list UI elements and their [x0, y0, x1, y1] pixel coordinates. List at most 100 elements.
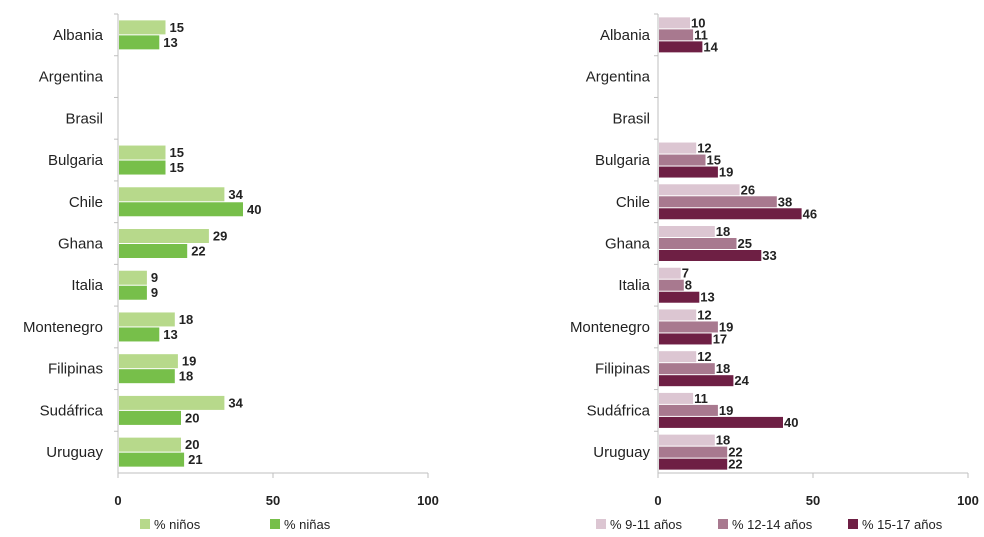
data-label: 12 [697, 307, 711, 322]
bar [659, 375, 734, 387]
bar [659, 238, 737, 249]
legend-label: % 9-11 años [610, 517, 683, 532]
category-label: Ghana [58, 236, 104, 253]
bar [659, 250, 762, 261]
bar [119, 35, 160, 50]
data-label: 19 [719, 319, 733, 334]
data-label: 11 [694, 391, 708, 406]
bar [119, 410, 181, 425]
category-label: Sudáfrica [40, 402, 104, 419]
bar [119, 369, 175, 384]
data-label: 34 [228, 395, 243, 410]
bar [659, 333, 712, 345]
data-label: 18 [716, 433, 730, 448]
bar [119, 270, 147, 285]
bar [659, 41, 703, 53]
legend-swatch [596, 519, 606, 529]
data-label: 19 [182, 354, 196, 369]
data-label: 18 [179, 312, 193, 327]
legend-swatch [848, 519, 858, 529]
data-label: 22 [191, 244, 205, 259]
category-label: Bulgaria [48, 152, 104, 169]
category-label: Filipinas [48, 361, 103, 378]
legend-label: % niños [154, 517, 201, 532]
data-label: 8 [685, 278, 692, 293]
bar [659, 291, 700, 303]
data-label: 18 [179, 369, 193, 384]
bar [659, 434, 715, 446]
data-label: 40 [247, 202, 261, 217]
data-label: 22 [728, 445, 742, 460]
category-label: Albania [600, 27, 651, 44]
data-label: 38 [778, 194, 792, 209]
bar [659, 416, 783, 428]
bar [659, 446, 728, 458]
chart-1: 0 50 100 Albania 15 13 Argentina Brasil Bulgaria… [23, 13, 439, 532]
bar [119, 354, 178, 369]
data-label: 18 [716, 361, 730, 376]
data-label: 25 [738, 236, 752, 251]
bar [659, 184, 740, 196]
bar [119, 244, 188, 258]
data-label: 29 [213, 229, 227, 244]
data-label: 21 [188, 452, 202, 467]
data-label: 24 [734, 373, 749, 388]
legend-swatch [140, 519, 150, 529]
bar [119, 452, 185, 467]
category-label: Uruguay [46, 444, 103, 461]
x-tick-label: 100 [957, 493, 979, 508]
category-label: Ghana [605, 236, 651, 253]
category-label: Argentina [586, 69, 651, 86]
bar [659, 321, 718, 333]
data-label: 33 [762, 248, 776, 263]
x-tick-label: 50 [266, 493, 280, 508]
data-label: 10 [691, 15, 705, 30]
bar [659, 363, 715, 375]
legend-swatch [270, 519, 280, 529]
category-label: Bulgaria [595, 152, 651, 169]
bar [119, 202, 243, 217]
bar [119, 20, 166, 35]
data-label: 22 [728, 457, 742, 472]
bar [659, 392, 694, 404]
bar [119, 229, 209, 243]
data-label: 18 [716, 224, 730, 239]
category-label: Montenegro [570, 319, 650, 336]
category-label: Albania [53, 27, 104, 44]
category-label: Filipinas [595, 361, 650, 378]
legend-label: % niñas [284, 517, 331, 532]
data-label: 9 [151, 285, 158, 300]
data-label: 13 [163, 35, 177, 50]
category-label: Chile [69, 194, 103, 211]
bar [659, 208, 802, 220]
data-label: 46 [803, 206, 817, 221]
bar [659, 226, 715, 237]
data-label: 15 [170, 160, 184, 175]
bar [119, 395, 225, 410]
category-label: Brasil [65, 110, 103, 127]
legend-label: % 12-14 años [732, 517, 813, 532]
data-label: 15 [707, 153, 721, 168]
data-label: 12 [697, 141, 711, 156]
bar [659, 404, 718, 416]
x-tick-label: 100 [417, 493, 439, 508]
bar [119, 187, 225, 202]
data-label: 9 [151, 270, 158, 285]
bar [659, 142, 697, 154]
bar [119, 437, 181, 452]
category-label: Uruguay [593, 444, 650, 461]
chart-2: 0 50 100Albania101114ArgentinaBrasilBulgar… [570, 13, 979, 532]
data-label: 26 [741, 182, 755, 197]
bar [119, 160, 166, 175]
data-label: 11 [694, 27, 708, 42]
x-tick-label: 0 [654, 493, 661, 508]
category-label: Argentina [39, 69, 104, 86]
bar [659, 279, 684, 291]
bar [659, 166, 718, 178]
data-label: 13 [163, 327, 177, 342]
bar [119, 312, 175, 327]
bar [659, 17, 690, 29]
x-tick-label: 0 [114, 493, 121, 508]
bar [659, 154, 706, 166]
